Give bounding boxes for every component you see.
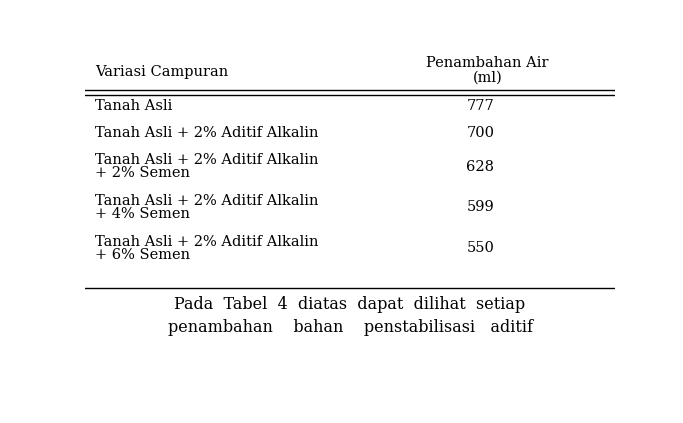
- Text: + 6% Semen: + 6% Semen: [95, 248, 190, 262]
- Text: Pada  Tabel  4  diatas  dapat  dilihat  setiap: Pada Tabel 4 diatas dapat dilihat setiap: [174, 297, 526, 313]
- Text: Variasi Campuran: Variasi Campuran: [95, 65, 228, 80]
- Text: 550: 550: [466, 241, 494, 255]
- Text: 777: 777: [466, 99, 494, 113]
- Text: Tanah Asli + 2% Aditif Alkalin: Tanah Asli + 2% Aditif Alkalin: [95, 235, 318, 249]
- Text: Tanah Asli + 2% Aditif Alkalin: Tanah Asli + 2% Aditif Alkalin: [95, 153, 318, 167]
- Text: Penambahan Air: Penambahan Air: [426, 56, 549, 70]
- Text: penambahan    bahan    penstabilisasi   aditif: penambahan bahan penstabilisasi aditif: [167, 319, 533, 336]
- Text: + 4% Semen: + 4% Semen: [95, 207, 190, 221]
- Text: (ml): (ml): [473, 71, 503, 85]
- Text: Tanah Asli + 2% Aditif Alkalin: Tanah Asli + 2% Aditif Alkalin: [95, 126, 318, 140]
- Text: 700: 700: [466, 126, 494, 140]
- Text: Tanah Asli + 2% Aditif Alkalin: Tanah Asli + 2% Aditif Alkalin: [95, 194, 318, 208]
- Text: 599: 599: [466, 201, 494, 214]
- Text: 628: 628: [466, 159, 494, 174]
- Text: + 2% Semen: + 2% Semen: [95, 166, 190, 180]
- Text: Tanah Asli: Tanah Asli: [95, 99, 172, 113]
